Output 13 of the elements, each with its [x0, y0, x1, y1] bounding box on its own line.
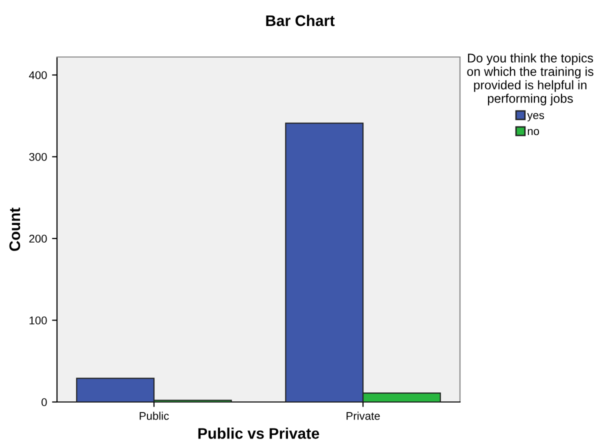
y-tick-label: 0: [42, 398, 47, 406]
x-tick-label: Public: [140, 412, 169, 420]
chart-title: Bar Chart: [266, 14, 335, 26]
y-tick-label: 100: [30, 316, 47, 324]
y-axis-title: Count: [9, 208, 20, 251]
y-tick-label: 300: [29, 153, 47, 161]
x-tick-label: Private: [346, 412, 380, 420]
y-tick-label: 200: [29, 234, 47, 243]
legend-label: yes: [527, 113, 544, 122]
y-tick-label: 400: [28, 71, 47, 80]
legend-label: no: [528, 129, 540, 136]
x-axis-title: Public vs Private: [198, 428, 320, 439]
legend-title: Do you think the topics on which the training is provided is helpful in performing jobs: [467, 53, 594, 106]
